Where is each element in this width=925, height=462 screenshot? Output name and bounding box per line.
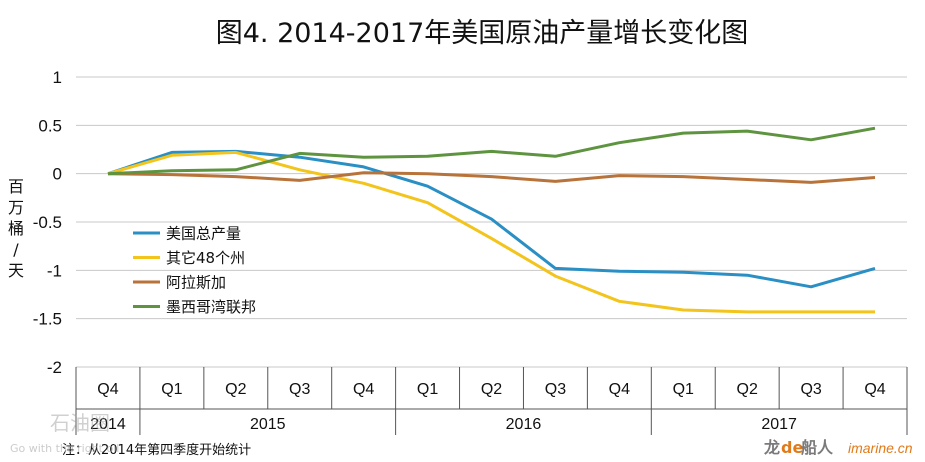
- x-tick-label: Q1: [417, 381, 438, 398]
- y-tick-label: 0: [53, 165, 62, 184]
- legend-label: 美国总产量: [166, 225, 241, 243]
- year-label: 2015: [250, 416, 286, 433]
- x-tick-label: Q2: [481, 381, 502, 398]
- legend-label: 墨西哥湾联邦: [166, 298, 256, 316]
- chart-title: 图4. 2014-2017年美国原油产量增长变化图: [216, 18, 749, 49]
- y-axis-label-char: 桶: [8, 219, 24, 238]
- y-tick-label: 1: [53, 68, 62, 87]
- x-axis-table: Q4 Q1 Q2 Q3 Q4 Q1 Q2 Q3 Q4 Q1 Q2 Q3 Q4 2014 2015 2016 20…: [75, 367, 908, 435]
- legend-label: 其它48个州: [166, 249, 245, 267]
- y-axis-label-char: 天: [8, 261, 24, 280]
- year-label: 2014: [90, 416, 126, 433]
- x-tick-label: Q1: [161, 381, 182, 398]
- x-tick-label: Q4: [864, 381, 885, 398]
- x-tick-label: Q4: [609, 381, 630, 398]
- footnote: 注：从2014年第四季度开始统计: [62, 442, 251, 458]
- y-axis-label-char: /: [13, 240, 19, 259]
- series-line: [107, 150, 875, 314]
- watermark-right: 龙 de 船人 imarine.cn: [763, 438, 913, 457]
- y-tick-label: -2: [47, 358, 62, 377]
- series-line: [107, 171, 876, 184]
- watermark-brand-1: 龙: [763, 438, 780, 457]
- y-axis-label: 百万桶 / 天: [8, 177, 24, 280]
- y-tick-label: 0.5: [38, 116, 62, 135]
- grid-lines: [76, 76, 907, 368]
- watermark-brand-3: 船人: [801, 438, 834, 457]
- year-label: 2017: [761, 416, 797, 433]
- y-axis-label-char: 万: [8, 198, 24, 217]
- legend-label: 阿拉斯加: [166, 274, 226, 292]
- y-tick-label: -0.5: [33, 213, 62, 232]
- watermark-left-text: 石油圈: [50, 411, 110, 435]
- y-tick-label: -1.5: [33, 310, 62, 329]
- year-label: 2016: [506, 416, 542, 433]
- x-tick-label: Q3: [545, 381, 566, 398]
- watermark-left: 石油圈 Go with the right oil: [10, 411, 119, 455]
- x-tick-label: Q1: [673, 381, 694, 398]
- x-tick-label: Q3: [800, 381, 821, 398]
- y-tick-label: -1: [47, 261, 62, 280]
- series-lines: [107, 126, 876, 314]
- series-line: [107, 126, 876, 176]
- x-tick-label: Q3: [289, 381, 310, 398]
- x-tick-label: Q4: [97, 381, 118, 398]
- watermark-brand-2: de: [781, 438, 803, 457]
- x-tick-label: Q2: [225, 381, 246, 398]
- x-tick-label: Q2: [737, 381, 758, 398]
- watermark-url: imarine.cn: [848, 440, 913, 456]
- x-tick-label: Q4: [353, 381, 374, 398]
- y-axis-ticks: 1 0.5 0 -0.5 -1 -1.5 -2: [33, 68, 62, 377]
- watermark-left-sub: Go with the right oil: [10, 442, 119, 455]
- y-axis-label-char: 百: [8, 177, 24, 196]
